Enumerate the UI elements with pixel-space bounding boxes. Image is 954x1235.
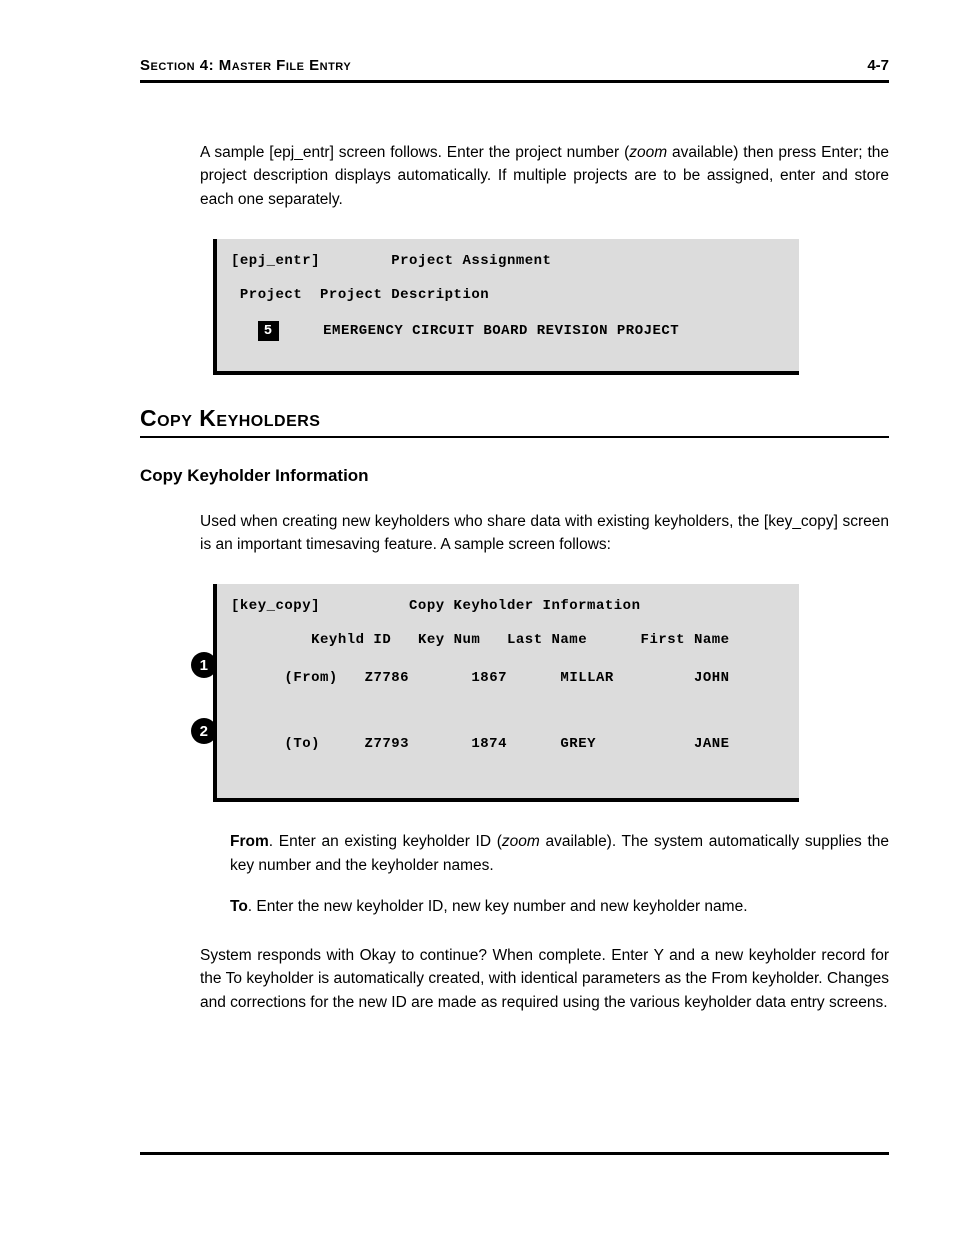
term1-col-project: Project <box>240 287 302 303</box>
from-paragraph: From. Enter an existing keyholder ID (zo… <box>230 830 889 877</box>
term1-project-number: 5 <box>258 321 279 341</box>
copy-intro-paragraph: Used when creating new keyholders who sh… <box>200 510 889 557</box>
term2-from-first: JOHN <box>694 670 730 686</box>
term2-from-last: MILLAR <box>560 670 613 686</box>
from-label: From <box>230 833 269 850</box>
term1-screen-id: [epj_entr] <box>231 253 320 269</box>
section-heading: Copy Keyholders <box>140 405 889 438</box>
term1-col-desc: Project Description <box>320 287 489 303</box>
footer-rule <box>140 1152 889 1155</box>
intro-text-1: A sample [epj_entr] screen follows. Ente… <box>200 144 629 161</box>
callout-2: 2 <box>191 718 217 744</box>
term1-header-row: Project Project Description <box>231 287 781 303</box>
term2-hdr-keynum: Key Num <box>418 632 480 648</box>
to-paragraph: To. Enter the new keyholder ID, new key … <box>230 895 889 918</box>
term1-data-row: 5 EMERGENCY CIRCUIT BOARD REVISION PROJE… <box>231 321 781 341</box>
term2-to-last: GREY <box>560 736 596 752</box>
header-section-label: Section 4: Master File Entry <box>140 57 351 74</box>
term2-hdr-first: First Name <box>641 632 730 648</box>
intro-zoom: zoom <box>629 144 667 161</box>
page-header: Section 4: Master File Entry 4-7 <box>140 57 889 83</box>
term2-to-label: (To) <box>284 736 320 752</box>
from-zoom: zoom <box>502 833 540 850</box>
term2-to-row: 2(To) Z7793 1874 GREY JANE <box>231 720 781 768</box>
term2-from-keynum: 1867 <box>471 670 507 686</box>
page-container: Section 4: Master File Entry 4-7 A sampl… <box>0 0 954 1235</box>
term1-project-desc: EMERGENCY CIRCUIT BOARD REVISION PROJECT <box>323 323 679 339</box>
callout-1: 1 <box>191 652 217 678</box>
term1-title-row: [epj_entr] Project Assignment <box>231 253 781 269</box>
term2-to-keynum: 1874 <box>471 736 507 752</box>
from-text-1: . Enter an existing keyholder ID ( <box>269 833 502 850</box>
term2-hdr-keyhld: Keyhld ID <box>311 632 391 648</box>
term2-to-keyhld: Z7793 <box>365 736 410 752</box>
to-text: . Enter the new keyholder ID, new key nu… <box>248 898 748 915</box>
term2-hdr-last: Last Name <box>507 632 587 648</box>
header-page-number: 4-7 <box>867 57 889 74</box>
to-label: To <box>230 898 248 915</box>
term2-header-row: Keyhld ID Key Num Last Name First Name <box>231 632 781 648</box>
term2-to-first: JANE <box>694 736 730 752</box>
term2-title-row: [key_copy] Copy Keyholder Information <box>231 598 781 614</box>
sub-heading: Copy Keyholder Information <box>140 466 889 486</box>
term1-screen-title: Project Assignment <box>391 253 551 269</box>
intro-paragraph: A sample [epj_entr] screen follows. Ente… <box>200 141 889 211</box>
term2-from-label: (From) <box>284 670 337 686</box>
final-paragraph: System responds with Okay to continue? W… <box>200 944 889 1014</box>
term2-from-row: 1(From) Z7786 1867 MILLAR JOHN <box>231 654 781 702</box>
term2-screen-id: [key_copy] <box>231 598 320 614</box>
term2-screen-title: Copy Keyholder Information <box>409 598 640 614</box>
term2-from-keyhld: Z7786 <box>365 670 410 686</box>
terminal-project-assignment: [epj_entr] Project Assignment Project Pr… <box>213 239 799 375</box>
terminal-copy-keyholder: [key_copy] Copy Keyholder Information Ke… <box>213 584 799 802</box>
